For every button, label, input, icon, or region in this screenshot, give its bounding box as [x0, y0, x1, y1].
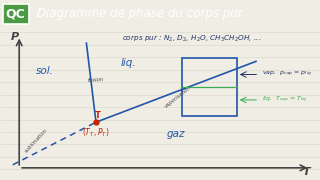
Text: T: T [95, 111, 100, 120]
Text: liq.  $T_{vap}$ = $T_{liq}$: liq. $T_{vap}$ = $T_{liq}$ [262, 95, 308, 105]
Text: Diagramme de phase du corps pur: Diagramme de phase du corps pur [37, 7, 243, 21]
Text: QC: QC [6, 7, 26, 21]
Text: fusion: fusion [88, 77, 104, 83]
Text: vaporisation: vaporisation [163, 85, 192, 109]
Text: vap.  $p_{vap}$ = $p_{liq}$: vap. $p_{vap}$ = $p_{liq}$ [262, 70, 312, 79]
Text: P: P [11, 32, 19, 42]
Text: liq.: liq. [120, 58, 136, 68]
Text: sublimation: sublimation [24, 127, 49, 153]
Text: gaz: gaz [167, 129, 185, 140]
Bar [182, 58, 237, 116]
Text: sol.: sol. [36, 66, 54, 76]
Text: $(T_T, P_T)$: $(T_T, P_T)$ [82, 127, 110, 139]
Text: corps pur : N$_2$, D$_2$, H$_2$O, CH$_3$CH$_2$OH, ...: corps pur : N$_2$, D$_2$, H$_2$O, CH$_3$… [122, 33, 261, 44]
Text: T: T [302, 167, 310, 177]
